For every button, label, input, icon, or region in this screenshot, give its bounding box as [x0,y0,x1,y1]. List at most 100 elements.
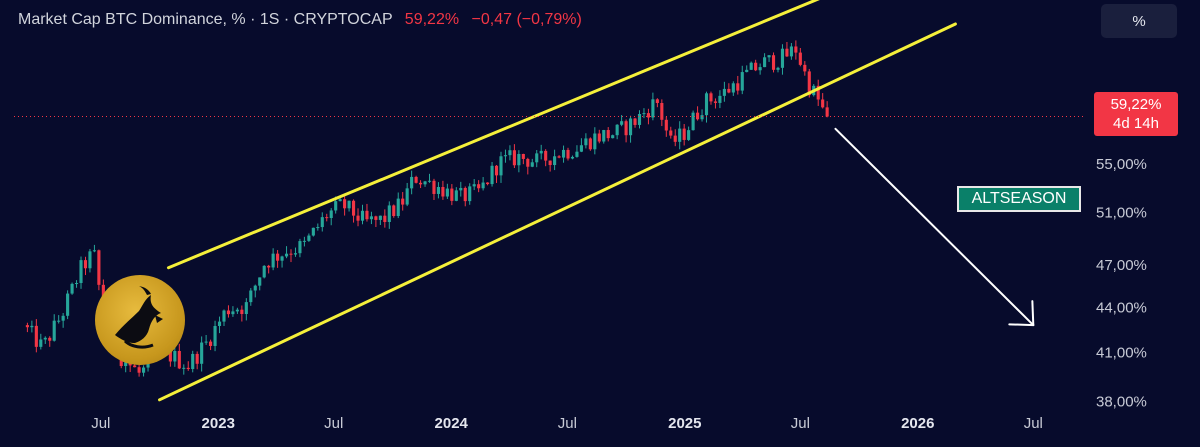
candle [405,182,409,207]
x-tick-label: Jul [324,415,343,432]
candle [374,215,378,227]
x-tick-label: Jul [558,415,577,432]
x-tick-label: 2024 [435,415,469,432]
candle [92,244,96,253]
candle [763,53,767,68]
candle [182,364,186,375]
candle [731,81,735,96]
candle [566,147,570,161]
y-tick-label: 41,00% [1096,345,1147,362]
last-price-tag: 59,22% 4d 14h [1094,92,1178,136]
candle [240,305,244,322]
candle [539,144,543,160]
candle [387,201,391,229]
candle [727,83,731,94]
candle [401,192,405,211]
candle [459,181,463,197]
candle [365,203,369,222]
candle [88,248,92,273]
candle [191,350,195,373]
candle [276,250,280,268]
candle [588,137,592,151]
candle [494,165,499,183]
candle [454,187,458,202]
x-tick-label: 2023 [202,415,235,432]
candle [557,155,561,159]
candle [284,246,289,259]
candle [499,151,503,183]
candle [383,209,387,228]
candle [771,52,776,73]
candle [30,320,34,333]
candle [570,155,575,160]
candle [776,66,780,73]
candle [490,161,494,187]
trendlines [158,0,957,402]
candle [655,98,659,108]
bar-countdown: 4d 14h [1113,115,1159,132]
candle [754,59,758,72]
candle [200,336,204,372]
candle [780,44,785,75]
candle [548,160,552,172]
altseason-label: ALTSEASON [957,186,1081,212]
candle [43,336,47,344]
symbol-title: Market Cap BTC Dominance, % · 1S · CRYPT… [18,11,393,28]
percent-scale-button[interactable]: % [1101,4,1177,38]
candle [396,192,400,219]
candle [678,121,682,150]
candle [486,182,490,186]
candle [561,145,566,163]
candle [642,108,646,119]
candle [302,236,306,247]
candle [61,312,65,328]
candle [472,179,476,191]
candle [347,200,351,212]
candle [450,184,454,206]
candle [597,129,601,144]
candle [606,127,610,142]
value-change: −0,47 (−0,79%) [471,11,582,28]
candle [767,55,771,62]
candle [816,79,820,106]
candle [48,336,52,347]
candle [512,144,516,169]
candle [521,153,525,165]
candle [713,98,718,109]
candle [664,116,668,137]
candle [173,346,177,367]
candle [432,178,436,201]
candle [789,43,793,60]
candle [137,363,141,377]
candle [503,149,508,163]
candle [615,124,619,140]
candle [794,40,798,60]
candle [445,183,449,199]
candle [231,306,235,317]
candle [222,309,226,327]
candle [611,134,615,139]
candle [669,126,673,139]
bull-emblem-icon [115,286,163,349]
candle [441,180,445,200]
x-tick-label: Jul [1024,415,1043,432]
candle [25,322,29,333]
candle [749,61,753,70]
candle [262,265,266,279]
candle [745,65,749,73]
candle [70,282,74,295]
candle [378,215,382,226]
y-tick-label: 44,00% [1096,299,1147,316]
candle [311,227,315,237]
candle [226,305,231,318]
candle [298,238,302,258]
candle [177,343,181,370]
candle [544,149,548,167]
candle [803,61,807,76]
candle [325,213,329,222]
candle [691,110,695,131]
watermark-logo [95,275,185,365]
trendline-upper [166,0,820,270]
candle [602,129,606,144]
